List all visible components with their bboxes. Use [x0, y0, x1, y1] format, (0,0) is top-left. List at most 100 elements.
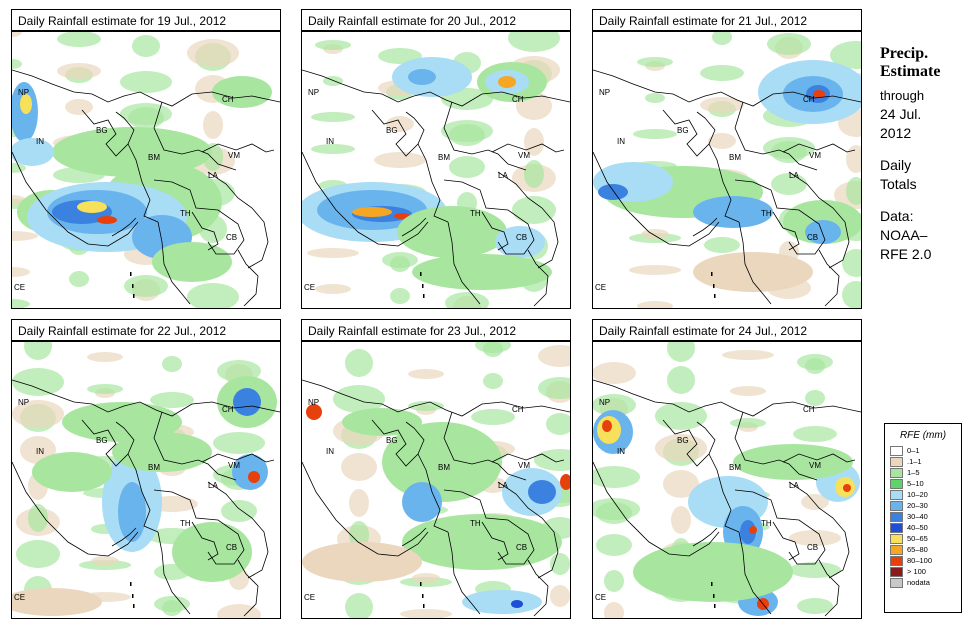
rain-cell: [462, 590, 542, 614]
panel-title: Daily Rainfall estimate for 19 Jul., 201…: [11, 9, 281, 31]
rain-cell: [495, 226, 545, 258]
rain-cell: [382, 252, 418, 268]
rain-cell: [749, 526, 757, 534]
legend-item: 50–65: [890, 534, 961, 545]
border-line: [111, 217, 137, 237]
legend-swatch: [890, 446, 903, 456]
rain-cell: [302, 542, 422, 582]
panel-title: Daily Rainfall estimate for 21 Jul., 201…: [592, 9, 862, 31]
country-label-ce: CE: [304, 283, 315, 292]
country-label-bg: BG: [96, 126, 108, 135]
daily-label-line2: Totals: [880, 176, 917, 192]
rain-cell: [797, 354, 833, 370]
rain-cell: [693, 196, 773, 228]
border-line: [734, 179, 826, 255]
country-label-cb: CB: [807, 543, 818, 552]
legend-title: RFE (mm): [899, 430, 947, 441]
island: [132, 284, 134, 288]
rain-cell: [12, 32, 22, 37]
rainfall-map[interactable]: NP IN BG BM CH VM LA TH CB CE: [11, 31, 281, 309]
rain-cell: [394, 213, 410, 219]
country-label-th: TH: [470, 209, 481, 218]
border-line: [818, 249, 840, 307]
rain-cell: [846, 145, 861, 173]
rainfall-map[interactable]: NP IN BG BM CH VM LA TH CB CE: [592, 31, 862, 309]
rain-cell: [767, 33, 811, 55]
island: [420, 582, 422, 586]
island: [133, 604, 135, 608]
rain-cell: [152, 242, 232, 282]
border-line: [443, 179, 535, 255]
legend-item: .1–1: [890, 457, 961, 468]
country-label-in: IN: [326, 137, 334, 146]
legend-swatch: [890, 545, 903, 555]
rain-cell: [352, 207, 392, 217]
country-label-bm: BM: [148, 153, 160, 162]
legend-item: 1–5: [890, 468, 961, 479]
map-svg: NP IN BG BM CH VM LA TH CB CE: [302, 342, 570, 618]
island: [133, 294, 135, 298]
legend-item: 30–40: [890, 512, 961, 523]
legend-swatch: [890, 578, 903, 588]
rain-cell: [349, 489, 369, 517]
country-label-vm: VM: [809, 461, 821, 470]
legend-swatch: [890, 556, 903, 566]
rain-cell: [733, 444, 853, 480]
rain-cell: [700, 65, 744, 81]
country-borders: [302, 69, 570, 307]
rain-cell: [667, 366, 695, 394]
rain-cell: [349, 521, 369, 549]
country-label-np: NP: [599, 88, 610, 97]
rain-cell: [12, 368, 64, 396]
rain-cell: [12, 400, 64, 428]
rain-cell: [408, 369, 444, 379]
legend-label: > 100: [907, 567, 926, 576]
rain-cell: [593, 394, 636, 416]
border-line: [491, 453, 565, 463]
rain-cell: [203, 111, 223, 139]
country-label-bg: BG: [386, 436, 398, 445]
rain-cell: [24, 342, 52, 360]
border-line: [734, 411, 818, 481]
legend-label: nodata: [907, 578, 930, 587]
panel-20-jul: Daily Rainfall estimate for 20 Jul., 201…: [301, 9, 571, 309]
rain-cell: [213, 432, 265, 454]
rainfall-map[interactable]: NP IN BG BM CH VM LA TH CB CE: [301, 341, 571, 619]
end-date-line2: 2012: [880, 125, 912, 141]
rain-cell: [641, 229, 669, 239]
country-label-in: IN: [617, 137, 625, 146]
legend-item: > 100: [890, 567, 961, 578]
rain-cell: [87, 384, 123, 394]
border-line: [12, 151, 139, 247]
rainfall-map[interactable]: NP IN BG BM CH VM LA TH CB CE: [301, 31, 571, 309]
island: [420, 272, 422, 276]
border-line: [593, 379, 861, 417]
rain-cell: [801, 494, 829, 510]
rainfall-map[interactable]: NP IN BG BM CH VM LA TH CB CE: [592, 341, 862, 619]
legend-item: 10–20: [890, 490, 961, 501]
border-line: [237, 249, 259, 307]
rain-cell: [797, 598, 833, 614]
island: [422, 594, 424, 598]
border-line: [127, 453, 159, 533]
country-label-ch: CH: [803, 95, 815, 104]
legend-label: 30–40: [907, 512, 928, 521]
island: [132, 594, 134, 598]
panel-21-jul: Daily Rainfall estimate for 21 Jul., 201…: [592, 9, 862, 309]
legend-swatch: [890, 512, 903, 522]
rain-cell: [12, 59, 22, 69]
rain-cell: [217, 604, 261, 618]
rainfall-map[interactable]: NP IN BG BM CH VM LA TH CB CE: [11, 341, 281, 619]
rain-cell: [602, 420, 612, 432]
island: [422, 284, 424, 288]
rain-cell: [382, 422, 502, 502]
legend-item: 80–100: [890, 556, 961, 567]
country-label-th: TH: [761, 519, 772, 528]
island: [713, 594, 715, 598]
rain-cell: [722, 350, 774, 360]
rain-cell: [397, 206, 507, 258]
rain-cell: [221, 500, 257, 522]
border-line: [593, 461, 720, 557]
country-label-ce: CE: [304, 593, 315, 602]
rain-cell: [390, 288, 410, 304]
